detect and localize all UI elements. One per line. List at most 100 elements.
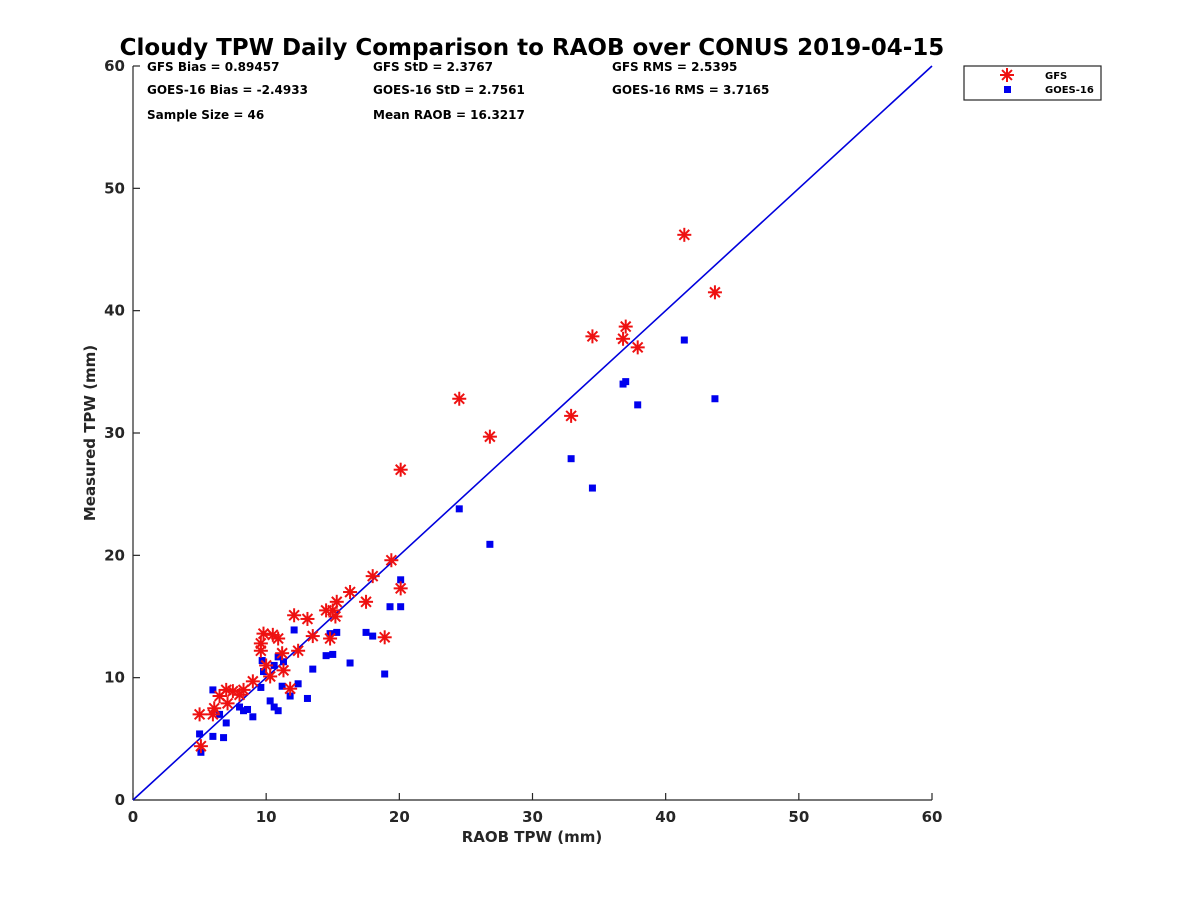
goes-16-point <box>386 603 394 611</box>
x-tick-label: 10 <box>256 808 277 826</box>
y-tick-label: 40 <box>104 302 125 320</box>
legend-goes-label: GOES-16 <box>1045 85 1094 96</box>
gfs-point <box>359 594 374 609</box>
gfs-point <box>677 227 692 242</box>
goes-16-point <box>381 670 389 678</box>
goes-16-point <box>240 707 248 715</box>
legend-goes-marker <box>1004 86 1011 93</box>
legend-box <box>963 65 1102 101</box>
y-ticks: 0 10 20 30 40 50 60 <box>104 57 140 809</box>
goes-16-point <box>397 603 405 611</box>
goes-16-point <box>362 628 370 636</box>
goes-16-point <box>588 484 596 492</box>
goes-16-point <box>274 707 282 715</box>
y-tick-label: 30 <box>104 424 125 442</box>
goes-16-point <box>244 705 252 713</box>
statistics-panel: GFS Bias = 0.89457 GFS StD = 2.3767 GFS … <box>147 60 769 122</box>
y-tick-label: 10 <box>104 669 125 687</box>
y-axis-label: Measured TPW (mm) <box>81 345 99 521</box>
legend-gfs-label: GFS <box>1045 71 1067 82</box>
gfs-point <box>343 585 358 600</box>
legend-gfs-asterisk <box>1000 68 1014 82</box>
gfs-point <box>287 608 302 623</box>
goes-16-point <box>249 713 257 721</box>
goes-16-point <box>369 632 377 640</box>
gfs-series <box>192 227 722 754</box>
goes-16-point <box>294 680 302 688</box>
goes-16-point <box>286 692 294 700</box>
gfs-point <box>564 408 579 423</box>
gfs-point <box>393 462 408 477</box>
goes-16-point <box>680 336 688 344</box>
goes-16-point <box>266 697 274 705</box>
gfs-point <box>271 631 286 646</box>
goes-16-point <box>260 668 268 676</box>
gfs-point <box>192 707 207 722</box>
goes-16-point <box>209 732 217 740</box>
goes-16-point <box>322 652 330 660</box>
y-tick-label: 0 <box>115 791 125 809</box>
gfs-point <box>618 319 633 334</box>
goes-16-point <box>634 401 642 409</box>
gfs-point <box>616 331 631 346</box>
gfs-point <box>393 581 408 596</box>
gfs-point <box>482 429 497 444</box>
goes-16-point <box>196 730 204 738</box>
gfs-point <box>328 609 343 624</box>
goes-16-point <box>290 626 298 634</box>
gfs-point <box>275 646 290 661</box>
x-tick-label: 40 <box>655 808 676 826</box>
y-tick-label: 60 <box>104 57 125 75</box>
goes-std-text: GOES-16 StD = 2.7561 <box>373 83 525 97</box>
gfs-bias-text: GFS Bias = 0.89457 <box>147 60 279 74</box>
gfs-point <box>256 626 271 641</box>
goes-16-point <box>333 628 341 636</box>
goes-16-point <box>329 650 337 658</box>
goes-16-point <box>278 682 286 690</box>
gfs-point <box>245 674 260 689</box>
x-tick-label: 50 <box>788 808 809 826</box>
gfs-point <box>263 669 278 684</box>
gfs-point <box>300 611 315 626</box>
y-tick-label: 50 <box>104 179 125 197</box>
goes-16-point <box>455 505 463 513</box>
gfs-point <box>452 391 467 406</box>
gfs-point <box>253 636 268 651</box>
gfs-point <box>384 553 399 568</box>
goes-16-point <box>279 658 287 666</box>
gfs-rms-text: GFS RMS = 2.5395 <box>612 60 737 74</box>
goes-16-point <box>309 665 317 673</box>
goes-16-point <box>711 395 719 403</box>
x-tick-label: 0 <box>128 808 138 826</box>
gfs-point <box>283 681 298 696</box>
gfs-point <box>276 663 291 678</box>
x-tick-label: 60 <box>922 808 943 826</box>
gfs-point <box>305 629 320 644</box>
goes-16-point <box>220 734 228 742</box>
gfs-point <box>377 630 392 645</box>
goes-16-point <box>567 455 575 463</box>
goes-16-point <box>397 576 405 584</box>
gfs-point <box>220 696 235 711</box>
goes-16-point <box>622 378 630 386</box>
gfs-point <box>365 569 380 584</box>
goes-rms-text: GOES-16 RMS = 3.7165 <box>612 83 769 97</box>
gfs-point <box>630 340 645 355</box>
goes-16-point <box>270 703 278 711</box>
gfs-point <box>323 631 338 646</box>
goes-16-point <box>222 719 230 727</box>
gfs-point <box>236 682 251 697</box>
gfs-std-text: GFS StD = 2.3767 <box>373 60 493 74</box>
goes-16-point <box>209 686 217 694</box>
x-tick-label: 30 <box>522 808 543 826</box>
gfs-point <box>193 739 208 754</box>
gfs-point <box>585 329 600 344</box>
gfs-point <box>225 684 240 699</box>
x-ticks: 0 10 20 30 40 50 60 <box>128 793 943 826</box>
gfs-point <box>207 701 222 716</box>
gfs-point <box>291 643 306 658</box>
goes-16-point <box>270 661 278 669</box>
goes-16-point <box>236 703 244 711</box>
goes-16-point <box>257 683 265 691</box>
legend: GFS GOES-16 <box>963 65 1102 101</box>
